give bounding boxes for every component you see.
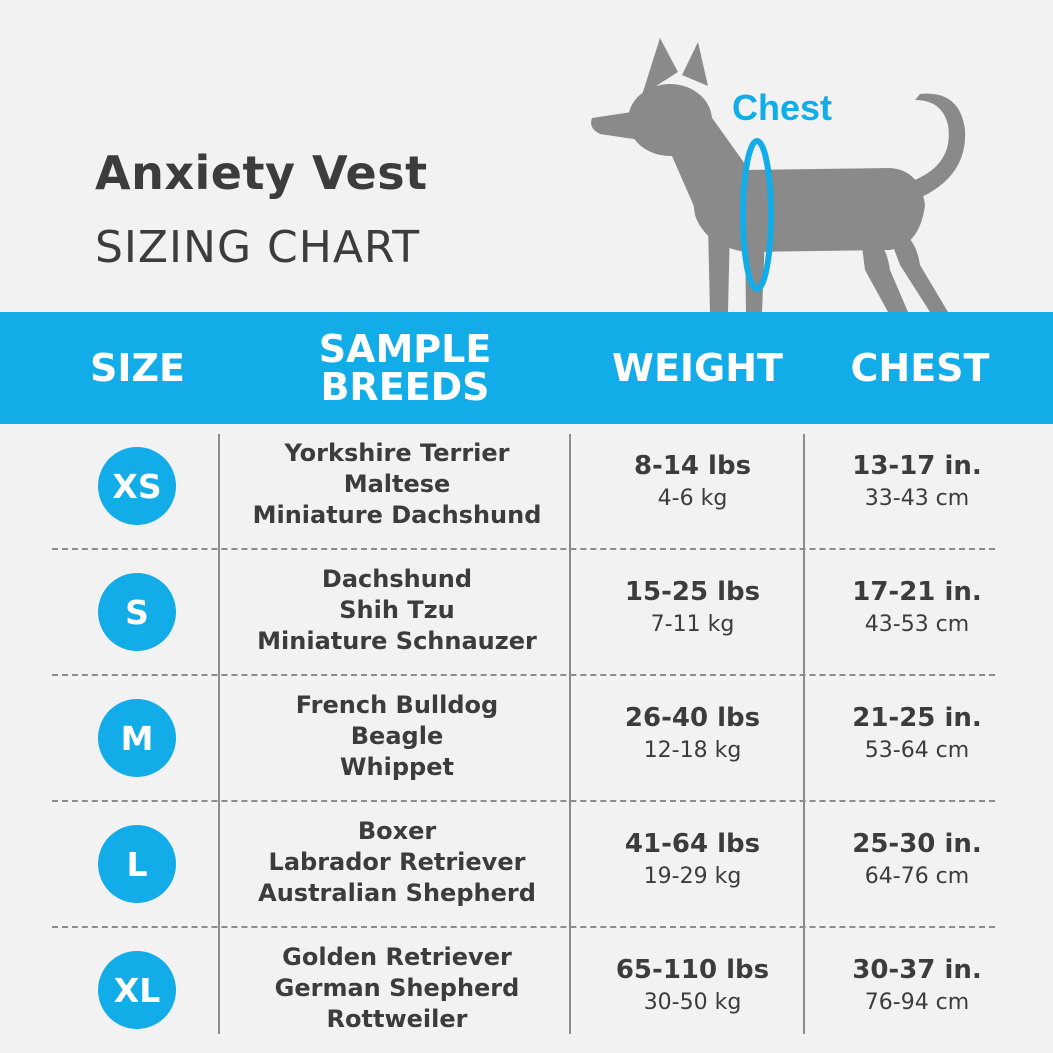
chart-subtitle: SIZING CHART	[95, 222, 421, 273]
breed-name: Miniature Schnauzer	[257, 627, 537, 655]
table-row: XS Yorkshire Terrier Maltese Miniature D…	[0, 424, 1053, 548]
breed-name: Miniature Dachshund	[252, 501, 542, 529]
breed-list: Golden Retriever German Shepherd Rottwei…	[232, 942, 562, 1035]
weight-lbs: 8-14 lbs	[633, 451, 752, 481]
weight-cell: 8-14 lbs 4-6 kg	[580, 449, 805, 515]
table-row: M French Bulldog Beagle Whippet 26-40 lb…	[0, 676, 1053, 800]
table-row: S Dachshund Shih Tzu Miniature Schnauzer…	[0, 550, 1053, 674]
chest-cm: 53-64 cm	[864, 738, 970, 763]
weight-kg: 12-18 kg	[643, 738, 742, 763]
chest-cm: 76-94 cm	[864, 990, 970, 1015]
breed-name: Maltese	[343, 470, 451, 498]
table-header: SIZE SAMPLE BREEDS WEIGHT CHEST	[0, 312, 1053, 424]
chest-band-icon	[740, 138, 774, 292]
dog-chest-illustration: Chest	[591, 38, 966, 312]
breed-name: German Shepherd	[274, 974, 520, 1002]
weight-lbs: 26-40 lbs	[624, 703, 761, 733]
row-divider	[52, 674, 995, 676]
weight-kg: 30-50 kg	[643, 990, 742, 1015]
chest-in: 30-37 in.	[852, 955, 982, 985]
weight-kg: 19-29 kg	[643, 864, 742, 889]
chest-cm: 64-76 cm	[864, 864, 970, 889]
size-badge: XL	[98, 951, 176, 1029]
breed-list: French Bulldog Beagle Whippet	[232, 690, 562, 783]
column-header-breeds-line2: BREEDS	[320, 365, 490, 409]
breed-name: Shih Tzu	[339, 596, 455, 624]
breed-name: Beagle	[350, 722, 444, 750]
size-badge: L	[98, 825, 176, 903]
size-badge: S	[98, 573, 176, 651]
chest-cell: 25-30 in. 64-76 cm	[812, 827, 1022, 893]
column-header-breeds-line1: SAMPLE	[318, 327, 492, 371]
weight-lbs: 65-110 lbs	[615, 955, 770, 985]
column-divider	[803, 434, 805, 1034]
chest-cell: 13-17 in. 33-43 cm	[812, 449, 1022, 515]
column-header-breeds: SAMPLE BREEDS	[270, 312, 540, 424]
breed-name: Yorkshire Terrier	[284, 439, 510, 467]
chest-cm: 33-43 cm	[864, 486, 970, 511]
size-badge: XS	[98, 447, 176, 525]
breed-list: Boxer Labrador Retriever Australian Shep…	[232, 816, 562, 909]
chest-in: 13-17 in.	[852, 451, 982, 481]
chest-cell: 17-21 in. 43-53 cm	[812, 575, 1022, 641]
column-header-size: SIZE	[89, 346, 186, 390]
breed-name: Rottweiler	[326, 1005, 468, 1033]
table-row: L Boxer Labrador Retriever Australian Sh…	[0, 802, 1053, 926]
weight-cell: 15-25 lbs 7-11 kg	[580, 575, 805, 641]
weight-lbs: 41-64 lbs	[624, 829, 761, 859]
row-divider	[52, 548, 995, 550]
dog-silhouette-icon	[591, 38, 966, 312]
chest-cell: 21-25 in. 53-64 cm	[812, 701, 1022, 767]
chest-cm: 43-53 cm	[864, 612, 970, 637]
breed-name: Whippet	[340, 753, 454, 781]
table-row: XL Golden Retriever German Shepherd Rott…	[0, 928, 1053, 1052]
breed-name: Golden Retriever	[282, 943, 512, 971]
column-header-weight: WEIGHT	[612, 346, 783, 390]
column-divider	[218, 434, 220, 1034]
weight-kg: 7-11 kg	[650, 612, 735, 637]
breed-name: Dachshund	[321, 565, 473, 593]
row-divider	[52, 926, 995, 928]
breed-name: Australian Shepherd	[258, 879, 536, 907]
breed-name: Boxer	[357, 817, 437, 845]
chart-title: Anxiety Vest	[95, 146, 428, 200]
breed-list: Yorkshire Terrier Maltese Miniature Dach…	[232, 438, 562, 531]
weight-cell: 65-110 lbs 30-50 kg	[580, 953, 805, 1019]
chest-in: 25-30 in.	[852, 829, 982, 859]
size-badge: M	[98, 699, 176, 777]
chest-cell: 30-37 in. 76-94 cm	[812, 953, 1022, 1019]
weight-cell: 41-64 lbs 19-29 kg	[580, 827, 805, 893]
column-header-chest: CHEST	[850, 346, 990, 390]
chest-in: 21-25 in.	[852, 703, 982, 733]
column-divider	[569, 434, 571, 1034]
weight-cell: 26-40 lbs 12-18 kg	[580, 701, 805, 767]
chest-in: 17-21 in.	[852, 577, 982, 607]
weight-kg: 4-6 kg	[657, 486, 728, 511]
breed-name: Labrador Retriever	[268, 848, 526, 876]
breed-name: French Bulldog	[295, 691, 499, 719]
chest-label: Chest	[732, 87, 832, 128]
weight-lbs: 15-25 lbs	[624, 577, 761, 607]
row-divider	[52, 800, 995, 802]
breed-list: Dachshund Shih Tzu Miniature Schnauzer	[232, 564, 562, 657]
